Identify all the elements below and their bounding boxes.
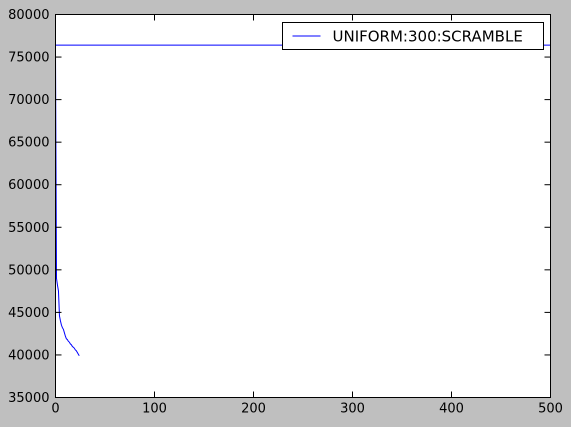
plot-area: [55, 14, 551, 398]
y-tick-label: 80000: [8, 8, 49, 23]
y-tick-label: 45000: [8, 306, 49, 321]
y-tick-label: 55000: [8, 221, 49, 236]
ticks-layer: 0 100 200 300 400 500 35000 40000 45000 50000 5500…: [8, 8, 563, 417]
plot-frame: [55, 14, 551, 398]
x-tick-label: 100: [142, 402, 167, 417]
y-tick-label: 65000: [8, 136, 49, 151]
y-tick-label: 35000: [8, 391, 49, 406]
x-tick-label: 300: [340, 402, 365, 417]
x-tick-label: 200: [241, 402, 266, 417]
x-tick-label: 400: [439, 402, 464, 417]
y-tick-label: 75000: [8, 51, 49, 66]
y-tick-label: 50000: [8, 263, 49, 278]
legend: UNIFORM:300:SCRAMBLE: [282, 22, 544, 50]
series-line-0: [55, 44, 551, 357]
x-tick-label: 0: [51, 402, 59, 417]
legend-box: [282, 22, 544, 50]
y-tick-label: 40000: [8, 348, 49, 363]
legend-label: UNIFORM:300:SCRAMBLE: [333, 28, 523, 46]
y-tick-label: 60000: [8, 178, 49, 193]
x-tick-label: 500: [538, 402, 563, 417]
y-tick-label: 70000: [8, 93, 49, 108]
series-layer: [55, 44, 551, 357]
